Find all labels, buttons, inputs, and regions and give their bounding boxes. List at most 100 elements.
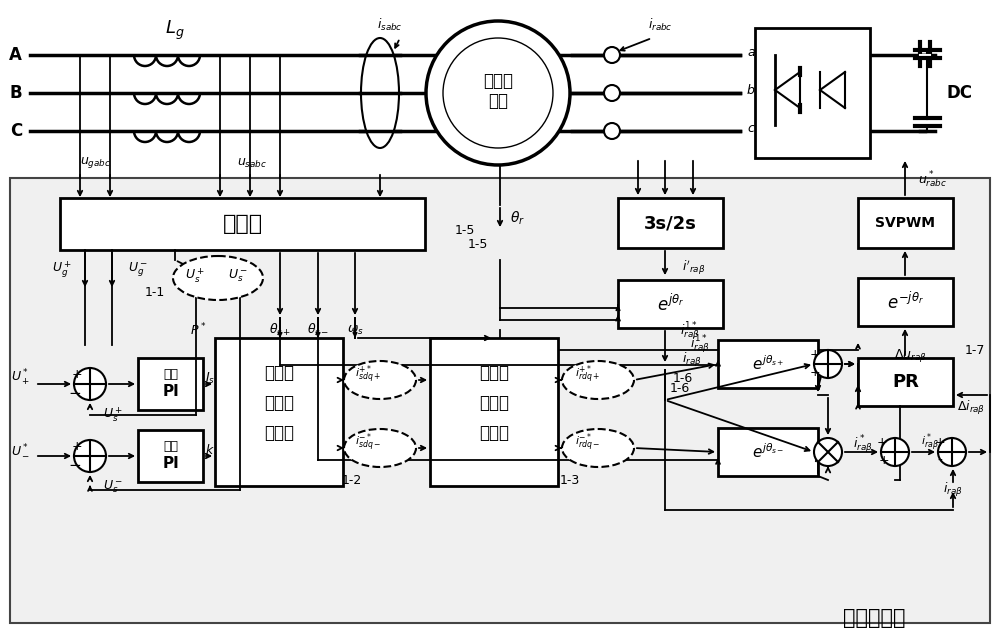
Bar xyxy=(430,338,558,486)
Circle shape xyxy=(604,47,620,63)
Text: 锁相环: 锁相环 xyxy=(222,214,263,234)
Circle shape xyxy=(74,368,106,400)
Text: $k$: $k$ xyxy=(205,443,215,457)
Text: $L_g$: $L_g$ xyxy=(165,18,185,41)
Text: $U_s^-$: $U_s^-$ xyxy=(228,268,248,284)
Ellipse shape xyxy=(344,361,416,399)
Circle shape xyxy=(814,438,842,466)
Bar xyxy=(618,280,723,328)
Text: +: + xyxy=(935,436,945,450)
Text: $i_{ra\beta}$: $i_{ra\beta}$ xyxy=(682,351,702,369)
Text: +: + xyxy=(72,368,82,382)
Text: 第一: 第一 xyxy=(163,368,178,380)
Text: C: C xyxy=(10,122,22,140)
Ellipse shape xyxy=(344,429,416,467)
Text: $U_s^+$: $U_s^+$ xyxy=(185,266,205,286)
Text: $e^{j\theta_{s-}}$: $e^{j\theta_{s-}}$ xyxy=(752,443,784,461)
Text: b: b xyxy=(747,83,755,97)
Bar xyxy=(60,198,425,250)
Text: $i_{rabc}$: $i_{rabc}$ xyxy=(648,17,672,33)
Text: +: + xyxy=(879,455,889,467)
Text: PR: PR xyxy=(892,373,919,391)
Text: $i^{-*}_{sdq-}$: $i^{-*}_{sdq-}$ xyxy=(355,432,381,454)
Text: $\theta_{s+}$: $\theta_{s+}$ xyxy=(269,322,291,338)
Text: $i^{+*}_{sdq+}$: $i^{+*}_{sdq+}$ xyxy=(355,364,381,386)
Bar xyxy=(755,28,870,158)
Text: $u_{sabc}$: $u_{sabc}$ xyxy=(237,156,267,170)
Text: $i^{+*}_{rdq+}$: $i^{+*}_{rdq+}$ xyxy=(575,364,601,386)
Text: $e^{j\theta_{s+}}$: $e^{j\theta_{s+}}$ xyxy=(752,355,784,373)
Bar xyxy=(138,430,203,482)
Text: 1-7: 1-7 xyxy=(965,343,985,357)
Text: $i^{1*}_{ra\beta}$: $i^{1*}_{ra\beta}$ xyxy=(690,334,710,356)
Text: $\Delta u_{ra\beta}$: $\Delta u_{ra\beta}$ xyxy=(894,347,926,364)
Text: $i'_{ra\beta}$: $i'_{ra\beta}$ xyxy=(682,259,706,277)
Text: $\theta_{s-}$: $\theta_{s-}$ xyxy=(307,322,329,338)
Text: $i^{1*}_{ra\beta}$: $i^{1*}_{ra\beta}$ xyxy=(680,321,700,343)
Bar xyxy=(215,338,343,486)
Text: 1-5: 1-5 xyxy=(455,223,475,237)
Text: $U_s^+$: $U_s^+$ xyxy=(103,406,123,424)
Circle shape xyxy=(74,440,106,472)
Text: 1-3: 1-3 xyxy=(560,473,580,487)
Text: 转子电: 转子电 xyxy=(479,364,509,382)
Text: a: a xyxy=(747,46,755,59)
Text: 1-6: 1-6 xyxy=(670,382,690,394)
Text: $\omega_s$: $\omega_s$ xyxy=(347,324,363,336)
Text: $u^*_{rabc}$: $u^*_{rabc}$ xyxy=(918,170,947,190)
Ellipse shape xyxy=(562,429,634,467)
Circle shape xyxy=(881,438,909,466)
Text: DC: DC xyxy=(947,84,973,102)
Text: 1-1: 1-1 xyxy=(145,286,165,298)
Circle shape xyxy=(604,123,620,139)
Text: B: B xyxy=(9,84,22,102)
Text: $U_s^-$: $U_s^-$ xyxy=(103,479,123,495)
Circle shape xyxy=(814,350,842,378)
Text: $i_{sabc}$: $i_{sabc}$ xyxy=(377,17,403,33)
Text: 值计算: 值计算 xyxy=(264,424,294,442)
Text: 1-2: 1-2 xyxy=(342,473,362,487)
Text: +: + xyxy=(810,366,820,380)
Text: $U_g^+$: $U_g^+$ xyxy=(52,259,72,280)
Text: $u_{gabc}$: $u_{gabc}$ xyxy=(80,155,111,170)
Text: 第二: 第二 xyxy=(163,439,178,452)
Text: $i_{ra\beta}^*$: $i_{ra\beta}^*$ xyxy=(921,432,939,454)
Bar xyxy=(138,358,203,410)
Text: +: + xyxy=(810,349,820,361)
Text: 3s/2s: 3s/2s xyxy=(644,214,697,232)
Bar xyxy=(10,178,990,623)
Text: 双馈发: 双馈发 xyxy=(483,72,513,90)
Text: PI: PI xyxy=(162,385,179,399)
Text: $\Delta i_{ra\beta}$: $\Delta i_{ra\beta}$ xyxy=(957,399,985,417)
Text: 1-6: 1-6 xyxy=(673,371,693,385)
Text: 定子电: 定子电 xyxy=(264,364,294,382)
Text: c: c xyxy=(747,121,754,134)
Bar xyxy=(718,340,818,388)
Circle shape xyxy=(938,438,966,466)
Text: $U^*_+$: $U^*_+$ xyxy=(11,368,30,388)
Bar xyxy=(858,198,953,248)
Text: $i^*_{ra\beta}$: $i^*_{ra\beta}$ xyxy=(853,434,873,456)
Text: $U_g^-$: $U_g^-$ xyxy=(128,261,148,279)
Text: SVPWM: SVPWM xyxy=(876,216,936,230)
Ellipse shape xyxy=(361,38,399,148)
Text: 值计算: 值计算 xyxy=(479,424,509,442)
Text: PI: PI xyxy=(162,457,179,471)
Text: $P^*$: $P^*$ xyxy=(190,322,206,338)
Text: $\theta_r$: $\theta_r$ xyxy=(510,209,525,226)
Text: $i_{ra\beta}$: $i_{ra\beta}$ xyxy=(943,481,963,499)
Ellipse shape xyxy=(562,361,634,399)
Text: -: - xyxy=(938,454,942,468)
Bar xyxy=(718,428,818,476)
Text: −: − xyxy=(69,385,81,401)
Text: −: − xyxy=(69,457,81,473)
Bar xyxy=(858,358,953,406)
Bar xyxy=(858,278,953,326)
Text: $U^*_-$: $U^*_-$ xyxy=(11,442,30,458)
Text: 流指令: 流指令 xyxy=(479,394,509,412)
Text: 电机: 电机 xyxy=(488,92,508,110)
Text: 流指令: 流指令 xyxy=(264,394,294,412)
Text: $e^{-j\theta_r}$: $e^{-j\theta_r}$ xyxy=(887,291,924,313)
Text: $i^{-*}_{rdq-}$: $i^{-*}_{rdq-}$ xyxy=(575,432,601,454)
Text: 处理器模块: 处理器模块 xyxy=(842,608,905,628)
